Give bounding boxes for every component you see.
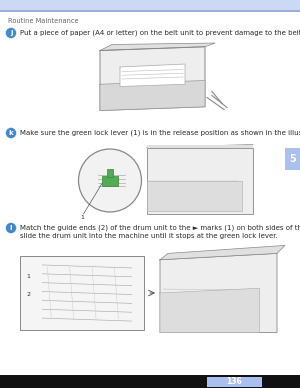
Text: j: j [10, 30, 12, 36]
Polygon shape [100, 43, 215, 50]
FancyBboxPatch shape [107, 168, 113, 177]
Circle shape [5, 222, 16, 234]
Polygon shape [160, 253, 277, 333]
Text: 1: 1 [80, 215, 84, 220]
FancyBboxPatch shape [146, 180, 242, 211]
Circle shape [79, 149, 142, 212]
Polygon shape [160, 245, 285, 260]
Polygon shape [100, 47, 205, 111]
Text: 5: 5 [289, 154, 296, 164]
Text: 1: 1 [26, 274, 30, 279]
FancyBboxPatch shape [20, 256, 144, 330]
Circle shape [5, 128, 16, 139]
Text: 136: 136 [226, 378, 242, 386]
FancyBboxPatch shape [0, 0, 300, 10]
Text: slide the drum unit into the machine until it stops at the green lock lever.: slide the drum unit into the machine unt… [20, 233, 278, 239]
Polygon shape [120, 64, 185, 87]
Text: l: l [10, 225, 12, 231]
Text: Match the guide ends (2) of the drum unit to the ► marks (1) on both sides of th: Match the guide ends (2) of the drum uni… [20, 225, 300, 231]
FancyBboxPatch shape [102, 175, 118, 185]
FancyBboxPatch shape [207, 376, 262, 386]
Text: k: k [9, 130, 14, 136]
FancyBboxPatch shape [0, 10, 300, 12]
Text: Make sure the green lock lever (1) is in the release position as shown in the il: Make sure the green lock lever (1) is in… [20, 130, 300, 136]
Text: 2: 2 [26, 292, 30, 297]
Text: Routine Maintenance: Routine Maintenance [8, 18, 79, 24]
FancyBboxPatch shape [285, 148, 300, 170]
FancyBboxPatch shape [146, 147, 253, 213]
Circle shape [5, 28, 16, 38]
FancyBboxPatch shape [0, 375, 300, 388]
FancyBboxPatch shape [146, 144, 253, 147]
Polygon shape [160, 288, 260, 333]
Text: Put a piece of paper (A4 or letter) on the belt unit to prevent damage to the be: Put a piece of paper (A4 or letter) on t… [20, 30, 300, 36]
Polygon shape [100, 80, 205, 111]
